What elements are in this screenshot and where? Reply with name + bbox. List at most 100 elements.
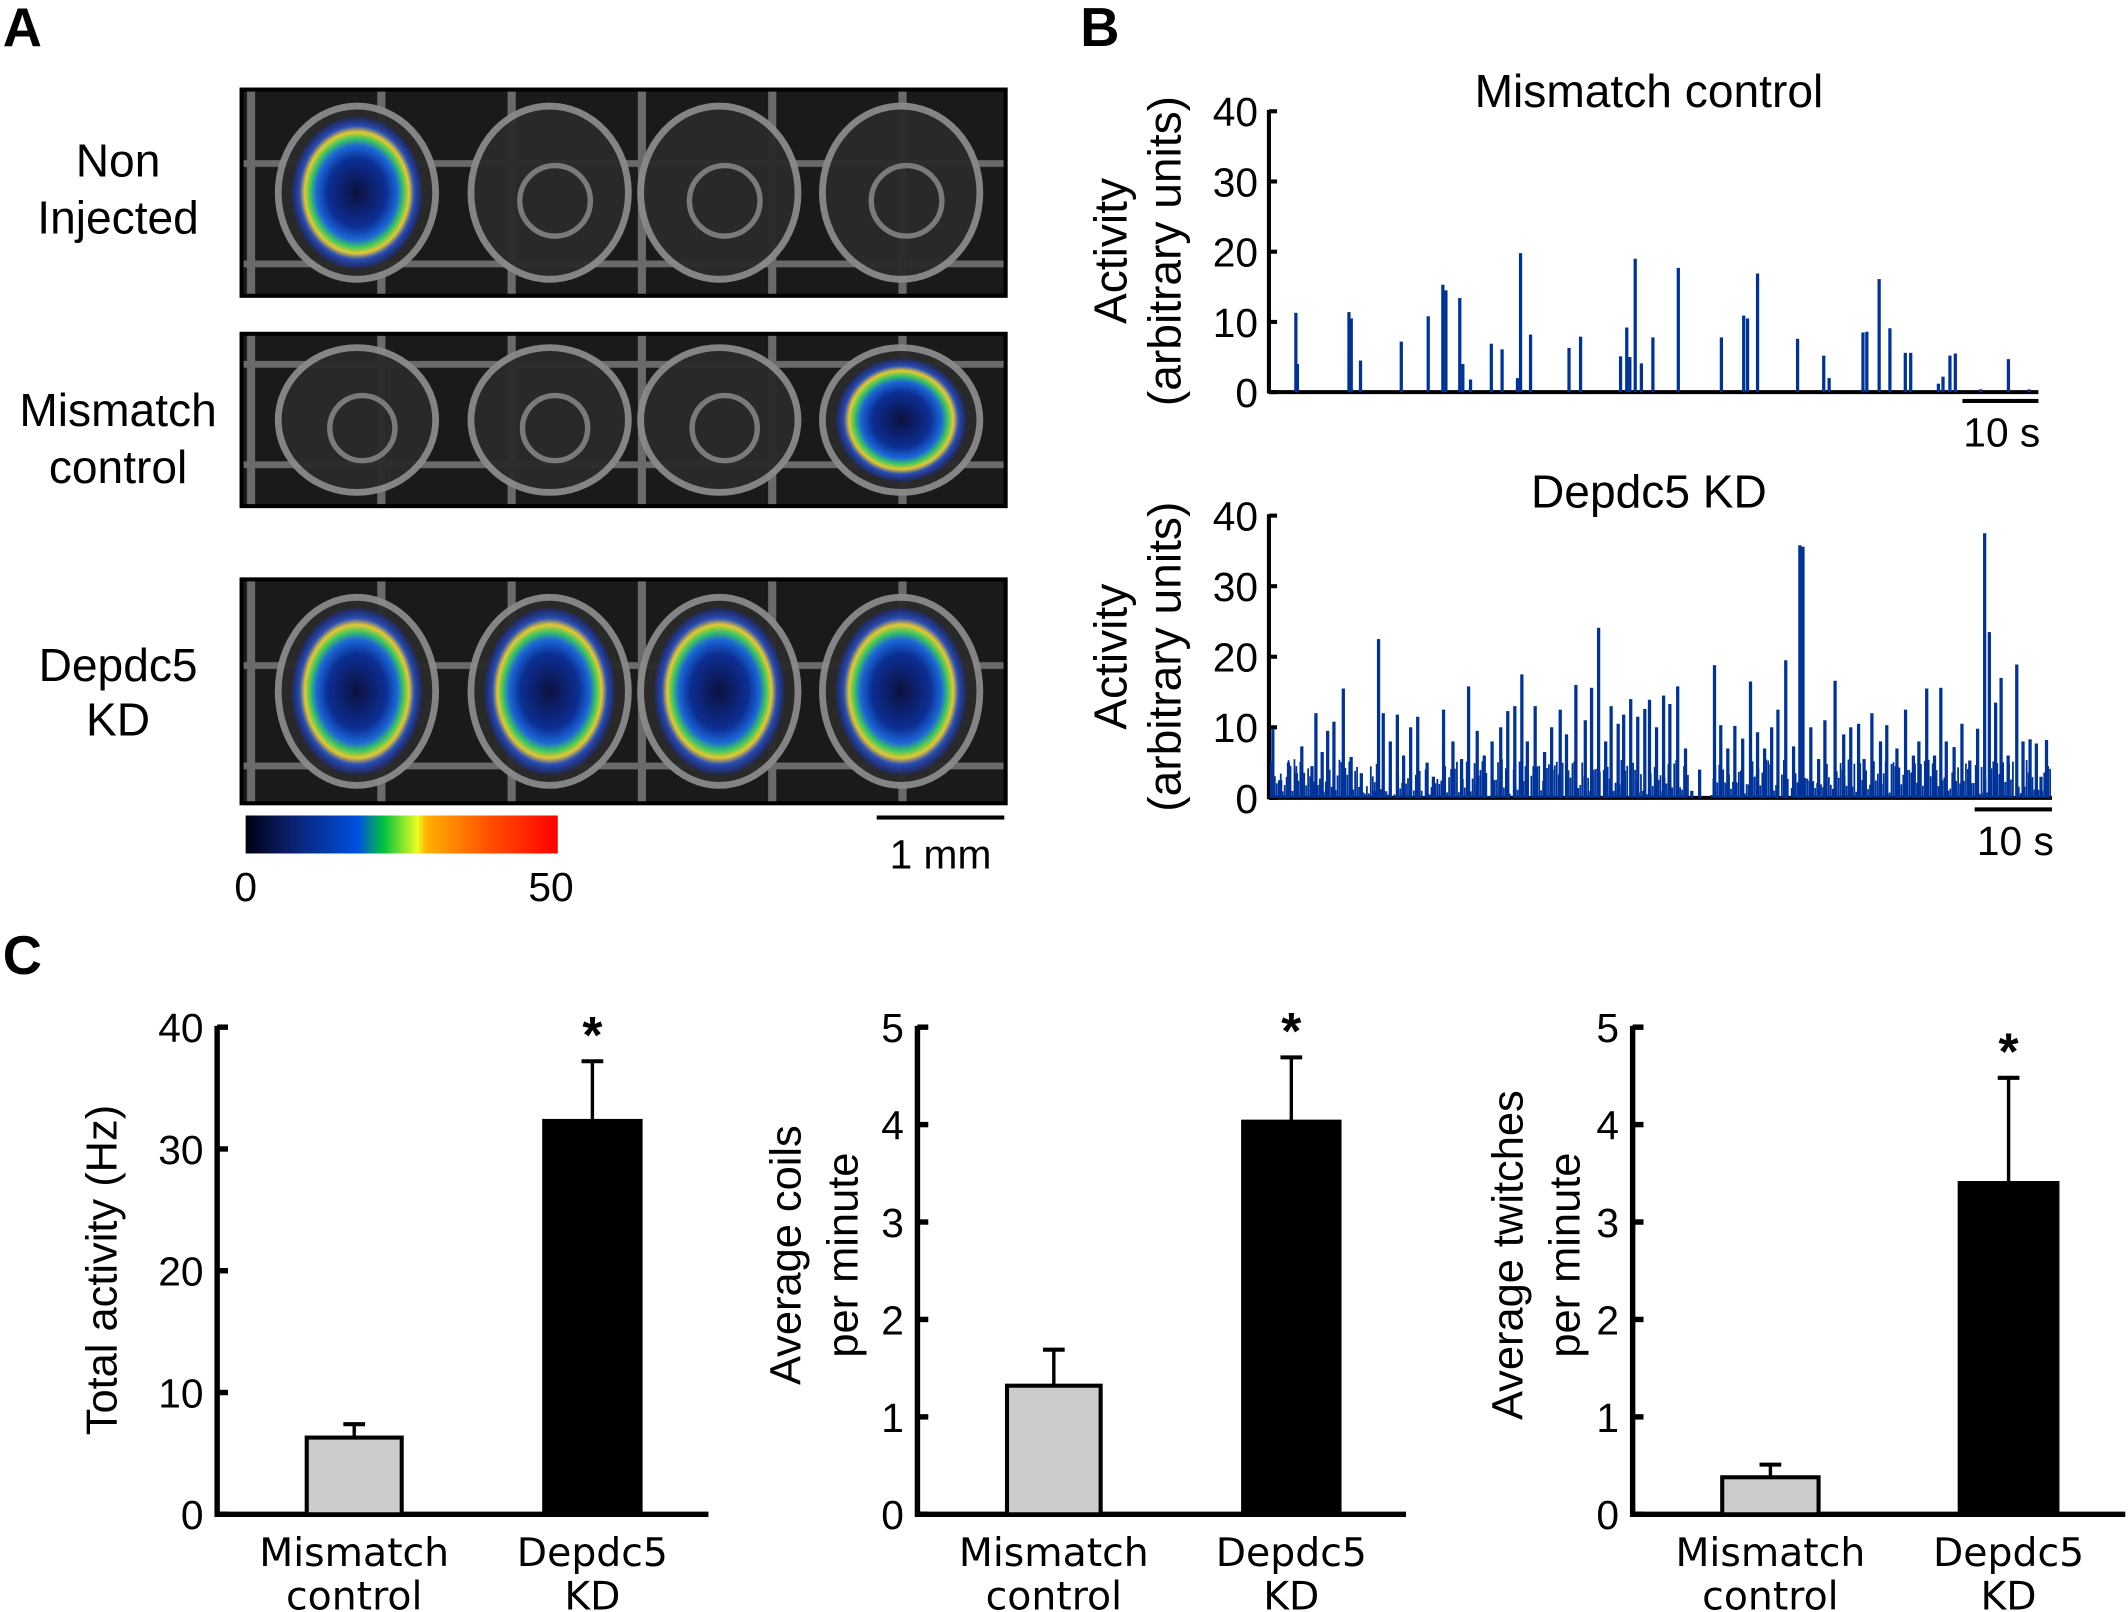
x-category-label-line1: Depdc5 [1216, 1530, 1367, 1576]
activity-spike [1920, 764, 1922, 798]
activity-spike [1988, 763, 1991, 798]
activity-spike [1416, 716, 1420, 798]
activity-spike [1381, 713, 1385, 798]
activity-spike [1769, 764, 1772, 798]
y-tick-label: 30 [158, 1127, 203, 1173]
activity-spike [1446, 792, 1449, 798]
y-tick-label: 30 [1213, 564, 1258, 610]
activity-spike [1420, 790, 1423, 798]
activity-spike [1655, 791, 1658, 798]
embryo-well [637, 102, 802, 283]
activity-spike [1983, 533, 1987, 798]
activity-spike [1636, 780, 1638, 798]
x-category-label-line2: control [286, 1573, 422, 1612]
activity-spike [1489, 796, 1492, 798]
activity-spike [1710, 795, 1713, 798]
x-category-label-line2: control [986, 1573, 1122, 1612]
activity-spike [1975, 728, 1980, 798]
activity-spike [1816, 783, 1819, 798]
activity-spike [1994, 783, 1997, 798]
activity-spike [1759, 785, 1762, 798]
activity-spike [1967, 769, 1969, 798]
activity-spike [1909, 352, 1913, 393]
trace-chart-depdc5-kd: Depdc5 KD Activity (arbitrary units) 0 10… [1084, 465, 2053, 863]
activity-spike [1579, 784, 1582, 798]
y-tick-label: 0 [1235, 370, 1258, 416]
activity-spike [1467, 794, 1470, 798]
activity-spike [1319, 778, 1321, 798]
x-category-label-line2: KD [1263, 1573, 1319, 1612]
activity-spike [1657, 779, 1660, 798]
activity-spike [1733, 725, 1737, 798]
activity-spike [1506, 760, 1509, 798]
activity-spike [1381, 785, 1384, 798]
activity-spike [1628, 357, 1632, 393]
activity-spike [1944, 741, 1948, 798]
activity-spike [1651, 337, 1655, 393]
activity-spike [1289, 765, 1292, 798]
activity-spike [1798, 788, 1801, 798]
activity-spike [1376, 639, 1381, 798]
activity-spike [1886, 794, 1889, 798]
activity-spike [1784, 660, 1788, 798]
activity-spike [1434, 783, 1437, 798]
activity-spike [1712, 665, 1717, 798]
significance-marker: * [582, 1006, 603, 1064]
activity-spike [1497, 762, 1499, 798]
activity-spike [2017, 786, 2020, 798]
x-category-label-line2: KD [564, 1573, 620, 1612]
activity-spike [1624, 770, 1627, 798]
activity-spike [1513, 706, 1517, 798]
activity-spike [1669, 773, 1672, 798]
activity-spike [1843, 775, 1846, 798]
activity-spike [1354, 770, 1357, 798]
embryo-well [819, 102, 984, 283]
activity-spike [1732, 781, 1734, 798]
activity-spike [1865, 770, 1867, 798]
activity-spike [1563, 797, 1566, 798]
activity-spike [1375, 763, 1378, 798]
activity-spike [1538, 765, 1541, 798]
activity-spike [2010, 779, 2012, 798]
activity-spike [1818, 793, 1820, 798]
activity-spike [1986, 792, 1989, 798]
activity-spike [1796, 782, 1799, 798]
activity-spike [1640, 774, 1642, 798]
activity-spike [1629, 699, 1633, 798]
activity-spike [2019, 793, 2022, 798]
activity-spike [1992, 761, 1995, 798]
activity-spike [1653, 767, 1656, 798]
activity-spike [1651, 786, 1654, 798]
activity-spike [1892, 762, 1895, 798]
activity-spike [1638, 792, 1640, 798]
activity-spike [1530, 775, 1533, 798]
activity-spike [2000, 786, 2003, 798]
bar-mismatch-control [304, 1435, 404, 1517]
activity-spike [1776, 709, 1780, 798]
activity-spike [1671, 787, 1674, 798]
activity-spike [1676, 686, 1680, 798]
activity-spike [1551, 769, 1554, 798]
row-label-line1: Mismatch [19, 384, 216, 436]
x-category-label-line1: Depdc5 [517, 1530, 668, 1576]
activity-spike [1532, 766, 1535, 798]
activity-spike [1481, 761, 1484, 798]
activity-spike [1456, 761, 1458, 798]
activity-spike [1827, 378, 1831, 393]
activity-spike [1903, 709, 1908, 798]
activity-spike [1412, 790, 1415, 798]
scale-bar [1974, 807, 2052, 812]
activity-spike [1314, 713, 1318, 798]
activity-spike [1574, 684, 1578, 798]
activity-spike [1767, 760, 1770, 798]
activity-spike [1775, 785, 1777, 798]
activity-spike [2006, 781, 2008, 798]
activity-spike [1802, 786, 1805, 798]
activity-spike [1610, 773, 1613, 798]
colorbar [245, 815, 558, 854]
activity-spike [1524, 766, 1527, 798]
activity-spike [1679, 787, 1681, 798]
activity-spike [1482, 755, 1486, 798]
activity-spike [1685, 766, 1687, 798]
activity-spike [1877, 279, 1881, 393]
